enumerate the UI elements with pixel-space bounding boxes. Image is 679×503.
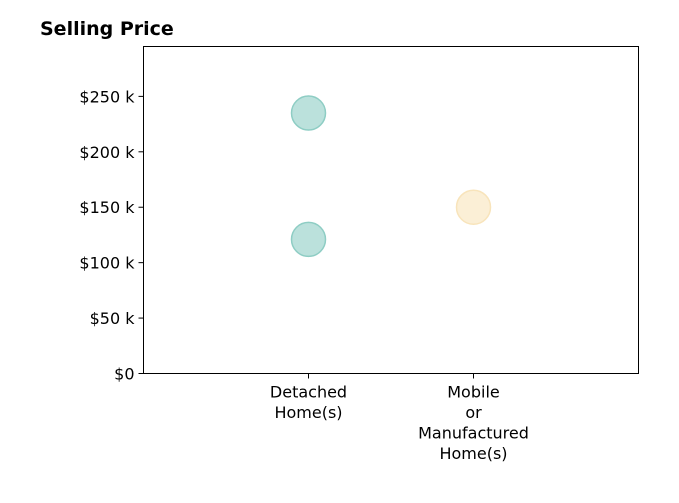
x-tick-label-line: Detached (270, 383, 347, 402)
data-point (290, 221, 327, 258)
x-tick-label-line: Home(s) (439, 444, 507, 463)
y-tick-label: $250 k (79, 87, 135, 106)
x-tick-label: Mobile or Manufactured Home(s) (418, 383, 529, 464)
points-layer (290, 95, 492, 258)
x-axis: Detached Home(s)Mobile or Manufactured Home(… (270, 373, 529, 464)
data-point (290, 95, 327, 131)
y-tick-label: $150 k (79, 198, 135, 217)
data-point (455, 189, 492, 225)
y-tick-label: $200 k (79, 143, 135, 162)
x-tick-label-line: Home(s) (274, 403, 342, 422)
plot-area-frame (143, 46, 639, 374)
x-tick-label-line: or (465, 403, 482, 422)
y-tick-label: $100 k (79, 254, 135, 273)
y-tick-label: $0 (114, 365, 134, 384)
x-tick-label-line: Mobile (447, 383, 499, 402)
y-axis: $0 $50 k $100 k $150 k $200 k $250 k (79, 87, 144, 384)
x-tick-label-line: Manufactured (418, 424, 529, 443)
y-tick-label: $50 k (90, 309, 136, 328)
chart-title: Selling Price (40, 18, 174, 40)
x-tick-label: Detached Home(s) (270, 383, 347, 423)
